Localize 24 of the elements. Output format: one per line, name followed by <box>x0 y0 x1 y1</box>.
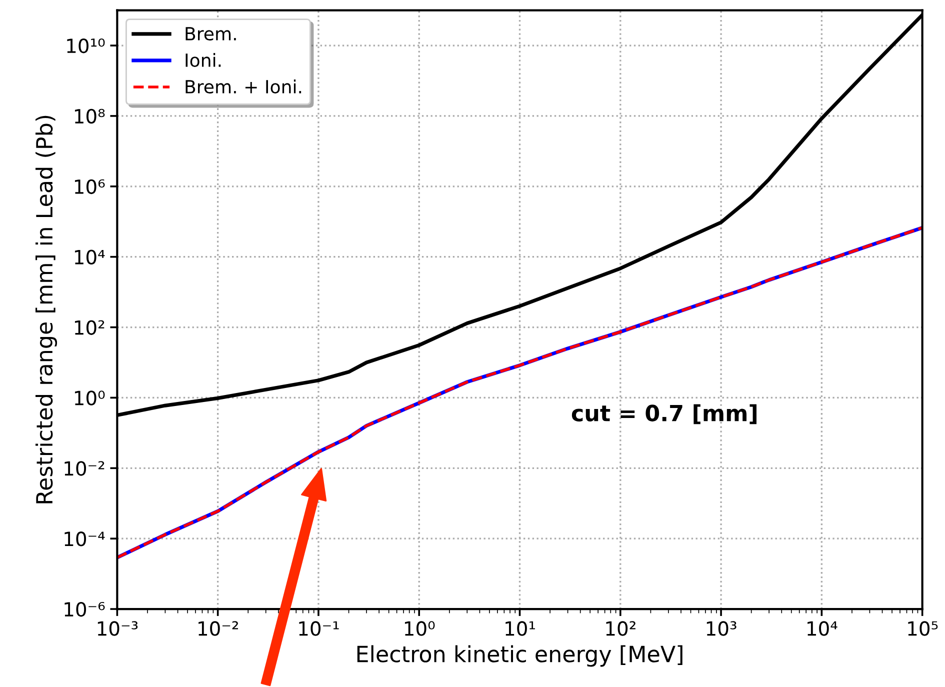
y-tick-label: 10⁴ <box>74 250 105 264</box>
x-tick-label: 10⁰ <box>404 621 435 636</box>
y-axis-title: Restricted range [mm] in Lead (Pb) <box>36 116 58 504</box>
legend-label: Brem. <box>186 27 236 41</box>
legend-label: Ioni. <box>186 53 221 68</box>
y-tick-label: 10⁶ <box>74 179 105 194</box>
y-tick-label: 10⁻⁶ <box>64 602 105 617</box>
y-tick-label: 10² <box>74 320 104 335</box>
y-tick-label: 10⁻² <box>64 461 104 476</box>
y-tick-label: 10⁸ <box>74 108 105 124</box>
x-tick-label: 10¹ <box>506 621 535 636</box>
x-tick-label: 10⁻³ <box>98 621 138 636</box>
x-tick-label: 10³ <box>706 621 736 636</box>
legend-label: Brem. + Ioni. <box>186 80 302 94</box>
x-tick-label: 10⁻² <box>198 621 238 636</box>
x-tick-label: 10⁻¹ <box>299 621 339 636</box>
y-tick-label: 10⁻⁴ <box>64 532 105 546</box>
annotation: cut = 0.7 [mm] <box>572 404 756 424</box>
x-tick-label: 10⁴ <box>808 621 838 636</box>
x-tick-label: 10⁵ <box>908 621 938 636</box>
y-tick-label: 10¹⁰ <box>67 38 105 54</box>
x-axis-title: Electron kinetic energy [MeV] <box>357 645 682 667</box>
y-tick-label: 10⁰ <box>74 390 105 406</box>
x-tick-label: 10² <box>606 621 636 636</box>
